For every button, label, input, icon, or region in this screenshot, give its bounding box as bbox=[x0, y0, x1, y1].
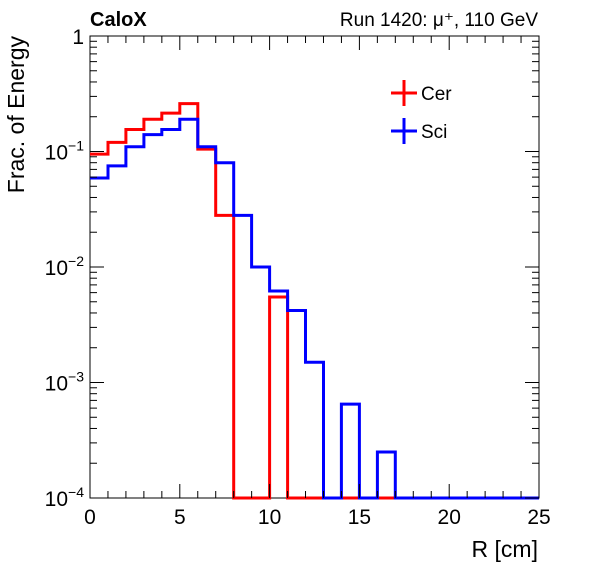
legend-sci-label: Sci bbox=[421, 122, 447, 143]
experiment-label: CaloX bbox=[90, 9, 147, 31]
plot-frame bbox=[89, 35, 540, 499]
x-tick-label: 0 bbox=[84, 506, 96, 529]
y-tick-label: 10−3 bbox=[45, 369, 85, 396]
y-tick-label: 10−1 bbox=[45, 138, 85, 165]
run-label: Run 1420: μ⁺, 110 GeV bbox=[340, 10, 538, 31]
legend: Cer Sci bbox=[391, 80, 452, 144]
x-tick-label: 20 bbox=[438, 506, 461, 529]
y-tick-label: 1 bbox=[72, 26, 84, 49]
y-tick-label: 10−4 bbox=[45, 484, 85, 511]
x-tick-label: 5 bbox=[174, 506, 186, 529]
series-cer-line bbox=[90, 102, 539, 500]
y-tick-label: 10−2 bbox=[45, 253, 85, 280]
series-layer bbox=[90, 102, 539, 500]
plot-area bbox=[89, 35, 540, 499]
x-axis-title: R [cm] bbox=[472, 536, 538, 562]
axes: 0 5 10 15 20 25 1 10−1 10−2 10−3 10−4 bbox=[45, 26, 551, 529]
x-tick-label: 15 bbox=[348, 506, 371, 529]
series-sci-line bbox=[90, 117, 539, 500]
x-tick-label: 10 bbox=[258, 506, 281, 529]
x-tick-label: 25 bbox=[527, 506, 550, 529]
y-axis-title: Frac. of Energy bbox=[3, 36, 29, 194]
legend-cer-label: Cer bbox=[421, 84, 452, 105]
